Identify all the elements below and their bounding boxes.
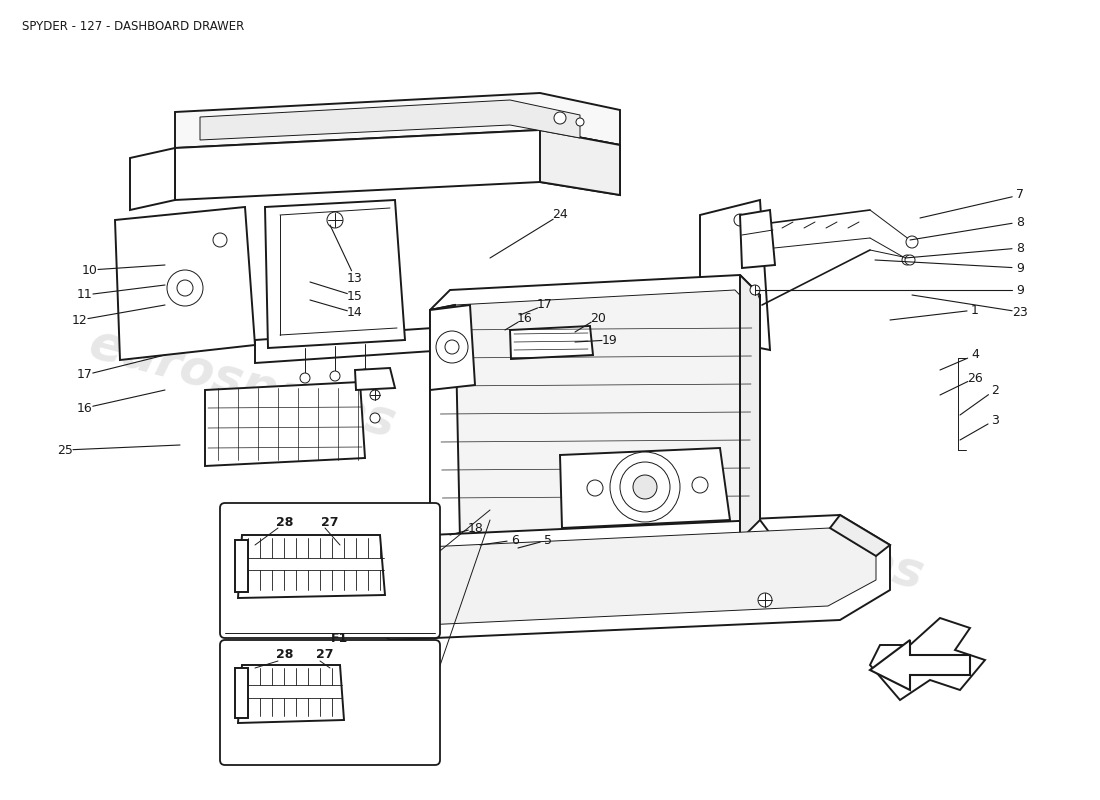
Polygon shape <box>265 200 405 348</box>
Circle shape <box>632 475 657 499</box>
Polygon shape <box>510 326 593 359</box>
Text: 10: 10 <box>82 263 98 277</box>
Circle shape <box>167 270 204 306</box>
Text: 6: 6 <box>512 534 519 546</box>
Text: 5: 5 <box>544 534 552 546</box>
Text: SPYDER - 127 - DASHBOARD DRAWER: SPYDER - 127 - DASHBOARD DRAWER <box>22 20 244 33</box>
Polygon shape <box>430 305 475 390</box>
Text: 4: 4 <box>971 349 979 362</box>
Polygon shape <box>175 130 620 200</box>
Polygon shape <box>235 668 248 718</box>
Polygon shape <box>560 448 730 528</box>
Text: 1: 1 <box>971 303 979 317</box>
Text: 7: 7 <box>1016 189 1024 202</box>
Polygon shape <box>740 275 760 540</box>
Polygon shape <box>175 93 620 148</box>
Polygon shape <box>870 640 970 690</box>
FancyBboxPatch shape <box>220 503 440 638</box>
Polygon shape <box>700 200 770 350</box>
Circle shape <box>330 371 340 381</box>
Text: 2: 2 <box>991 383 999 397</box>
Text: eurospares: eurospares <box>612 472 928 600</box>
Circle shape <box>370 390 379 400</box>
Text: 8: 8 <box>1016 215 1024 229</box>
Circle shape <box>576 118 584 126</box>
Polygon shape <box>355 368 395 390</box>
Circle shape <box>177 280 192 296</box>
Text: 25: 25 <box>57 443 73 457</box>
Text: 17: 17 <box>77 369 92 382</box>
Circle shape <box>213 233 227 247</box>
Circle shape <box>906 236 918 248</box>
Polygon shape <box>540 130 620 195</box>
Circle shape <box>300 373 310 383</box>
Polygon shape <box>345 515 890 640</box>
Circle shape <box>675 312 685 322</box>
Polygon shape <box>238 665 344 723</box>
Polygon shape <box>130 148 175 210</box>
Circle shape <box>902 255 912 265</box>
Text: 17: 17 <box>537 298 553 311</box>
Text: 9: 9 <box>1016 283 1024 297</box>
Circle shape <box>436 331 468 363</box>
Circle shape <box>905 255 915 265</box>
Polygon shape <box>430 305 460 540</box>
Circle shape <box>758 593 772 607</box>
Circle shape <box>370 413 379 423</box>
Polygon shape <box>358 528 876 626</box>
Text: 20: 20 <box>590 311 606 325</box>
Text: 26: 26 <box>967 371 983 385</box>
Text: 28: 28 <box>276 649 294 662</box>
Polygon shape <box>430 275 760 555</box>
Text: 11: 11 <box>77 289 92 302</box>
Polygon shape <box>200 100 580 140</box>
Circle shape <box>750 285 760 295</box>
Circle shape <box>610 452 680 522</box>
Text: 8: 8 <box>1016 242 1024 254</box>
Polygon shape <box>116 207 255 360</box>
Text: 23: 23 <box>1012 306 1027 318</box>
Text: 27: 27 <box>317 649 333 662</box>
Polygon shape <box>430 305 455 318</box>
Text: 12: 12 <box>73 314 88 326</box>
Circle shape <box>587 480 603 496</box>
Polygon shape <box>830 515 890 556</box>
Polygon shape <box>205 382 365 466</box>
Text: 9: 9 <box>1016 262 1024 274</box>
Polygon shape <box>238 535 385 598</box>
Text: 27: 27 <box>321 517 339 530</box>
Polygon shape <box>438 290 752 540</box>
Text: 16: 16 <box>77 402 92 414</box>
Text: F1: F1 <box>331 633 349 646</box>
Text: 28: 28 <box>276 517 294 530</box>
Circle shape <box>327 212 343 228</box>
FancyBboxPatch shape <box>220 640 440 765</box>
Circle shape <box>615 315 625 325</box>
Circle shape <box>360 369 370 379</box>
Text: 16: 16 <box>517 311 532 325</box>
Polygon shape <box>345 535 405 575</box>
Circle shape <box>692 477 708 493</box>
Text: eurospares: eurospares <box>84 320 400 448</box>
Text: 13: 13 <box>348 271 363 285</box>
Polygon shape <box>235 540 248 592</box>
Polygon shape <box>870 618 984 700</box>
Text: 15: 15 <box>348 290 363 302</box>
Polygon shape <box>255 310 760 363</box>
Text: 18: 18 <box>469 522 484 534</box>
Circle shape <box>734 214 746 226</box>
Text: 14: 14 <box>348 306 363 319</box>
Polygon shape <box>740 210 776 268</box>
Text: 19: 19 <box>602 334 618 346</box>
Circle shape <box>446 340 459 354</box>
Text: 3: 3 <box>991 414 999 426</box>
Circle shape <box>554 112 566 124</box>
Polygon shape <box>430 520 776 560</box>
Circle shape <box>620 462 670 512</box>
Text: 24: 24 <box>552 209 568 222</box>
